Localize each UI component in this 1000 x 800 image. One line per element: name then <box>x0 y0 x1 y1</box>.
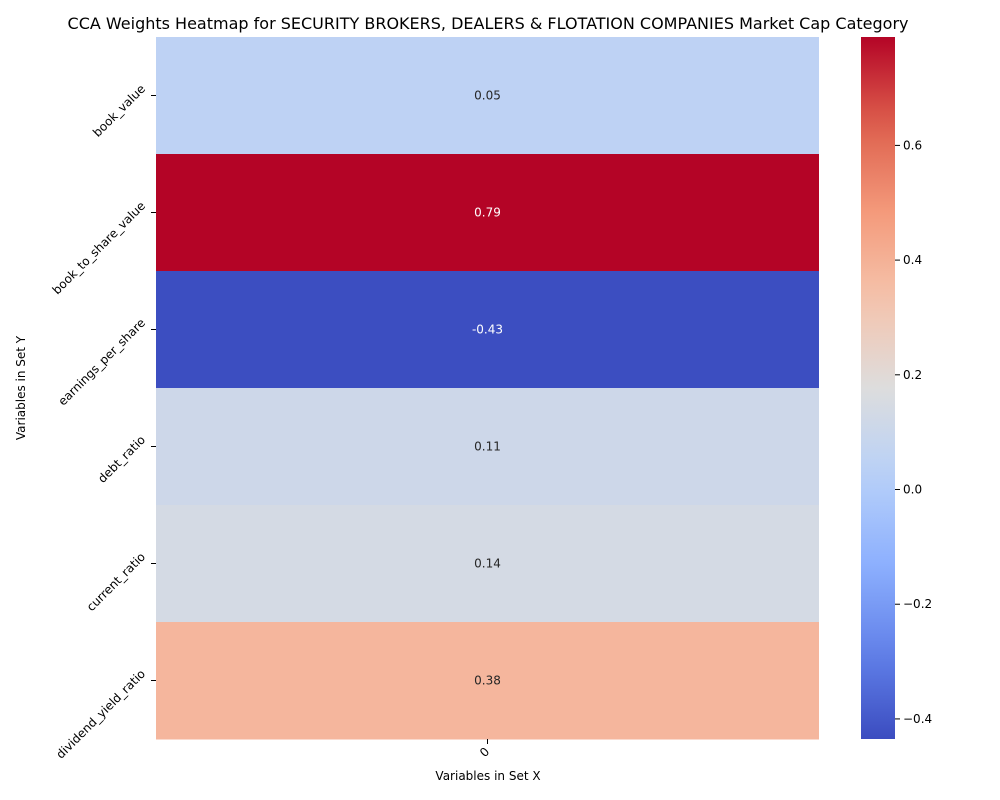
heatmap-cell <box>156 505 819 623</box>
heatmap-cell <box>156 154 819 272</box>
cell-value-label: -0.43 <box>472 323 503 337</box>
cell-value-label: 0.79 <box>474 206 501 220</box>
heatmap-cells: 0.05 0.79 -0.43 0.11 0.14 0.38 <box>156 37 819 740</box>
cell-value-label: 0.38 <box>474 674 501 688</box>
chart-title: CCA Weights Heatmap for SECURITY BROKERS… <box>68 14 909 33</box>
heatmap-cell <box>156 37 819 155</box>
colorbar-tick-label: 0.4 <box>903 253 922 267</box>
colorbar-tick-label: 0.6 <box>903 138 922 152</box>
y-tick-label: dividend_yield_ratio <box>53 667 148 762</box>
x-axis: 0 <box>477 739 492 760</box>
y-tick-label: debt_ratio <box>95 433 148 486</box>
y-tick-label: current_ratio <box>84 550 148 614</box>
x-tick-label: 0 <box>477 745 492 760</box>
y-tick-label: earnings_per_share <box>55 316 148 409</box>
cell-value-label: 0.14 <box>474 557 501 571</box>
y-axis-label: Variables in Set Y <box>14 335 28 440</box>
heatmap-cell <box>156 622 819 740</box>
colorbar-tick-label: −0.2 <box>903 597 932 611</box>
cell-value-label: 0.11 <box>474 440 501 454</box>
y-axis: book_value book_to_share_value earnings_pe… <box>50 82 156 762</box>
y-tick-label: book_value <box>90 82 148 140</box>
colorbar-tick-label: −0.4 <box>903 712 932 726</box>
colorbar-tick-label: 0.2 <box>903 368 922 382</box>
colorbar-tick-label: 0.0 <box>903 483 922 497</box>
x-axis-label: Variables in Set X <box>435 769 540 783</box>
colorbar: −0.4 −0.2 0.0 0.2 0.4 0.6 <box>861 37 932 739</box>
heatmap-cell <box>156 388 819 506</box>
y-tick-label: book_to_share_value <box>50 199 149 298</box>
heatmap-cell <box>156 271 819 389</box>
cell-value-label: 0.05 <box>474 89 501 103</box>
colorbar-gradient <box>861 37 895 739</box>
